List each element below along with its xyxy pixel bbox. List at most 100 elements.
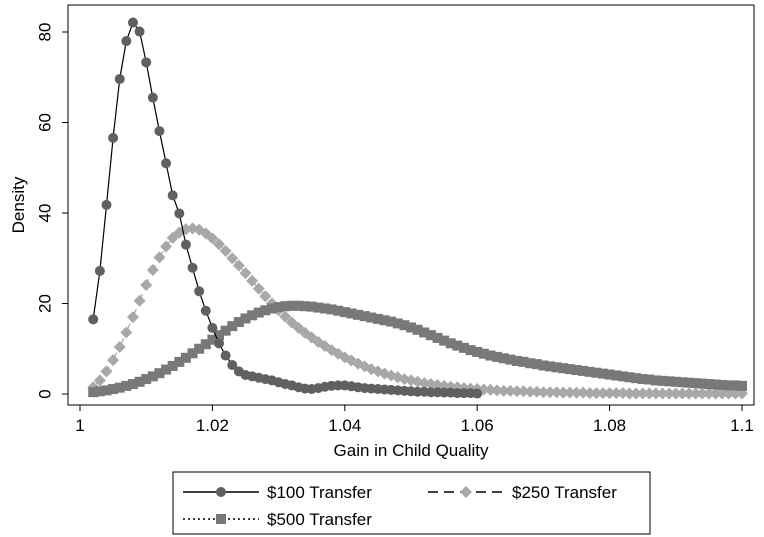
data-point bbox=[677, 377, 688, 388]
data-point bbox=[319, 303, 330, 314]
data-point bbox=[293, 300, 304, 311]
data-point bbox=[531, 359, 542, 370]
plot-area-frame bbox=[67, 4, 755, 406]
data-point bbox=[220, 350, 231, 361]
data-point bbox=[722, 387, 735, 400]
data-point bbox=[458, 342, 469, 353]
data-point bbox=[419, 327, 430, 338]
data-point bbox=[650, 375, 661, 386]
data-point bbox=[663, 387, 676, 400]
data-point bbox=[108, 384, 119, 395]
data-point bbox=[134, 376, 145, 387]
legend-label: $500 Transfer bbox=[267, 510, 372, 529]
data-point bbox=[154, 368, 165, 379]
data-point bbox=[386, 316, 397, 327]
data-point bbox=[690, 378, 701, 389]
data-point bbox=[300, 301, 311, 312]
data-point bbox=[439, 335, 450, 346]
data-point bbox=[570, 386, 583, 399]
data-point bbox=[273, 302, 284, 313]
data-point bbox=[511, 355, 522, 366]
data-point bbox=[346, 308, 357, 319]
legend-item: $100 Transfer bbox=[183, 483, 372, 502]
data-point bbox=[214, 330, 225, 341]
data-point bbox=[578, 365, 589, 376]
data-point bbox=[187, 348, 198, 359]
x-tick-label: 1.06 bbox=[461, 416, 494, 435]
legend-box bbox=[172, 471, 651, 535]
data-point bbox=[538, 360, 549, 371]
data-point bbox=[716, 387, 729, 400]
data-point bbox=[498, 353, 509, 364]
data-point bbox=[590, 387, 603, 400]
data-point bbox=[730, 380, 741, 391]
data-point bbox=[643, 387, 656, 400]
data-point bbox=[683, 387, 696, 400]
data-point bbox=[497, 384, 510, 397]
data-point bbox=[510, 385, 523, 398]
data-point bbox=[591, 367, 602, 378]
data-point bbox=[709, 387, 722, 400]
data-point bbox=[161, 364, 172, 375]
data-point bbox=[670, 376, 681, 387]
data-point bbox=[246, 274, 259, 287]
data-point bbox=[121, 380, 132, 391]
data-point bbox=[617, 371, 628, 382]
data-point bbox=[696, 387, 709, 400]
series-layer bbox=[87, 17, 748, 400]
data-point bbox=[392, 318, 403, 329]
data-point bbox=[703, 379, 714, 390]
data-point bbox=[571, 365, 582, 376]
data-point bbox=[717, 379, 728, 390]
data-point bbox=[266, 303, 277, 314]
data-point bbox=[146, 264, 159, 277]
data-point bbox=[207, 322, 218, 333]
data-point bbox=[114, 74, 125, 85]
data-point bbox=[161, 158, 172, 169]
data-point bbox=[406, 322, 416, 333]
data-point bbox=[286, 300, 297, 311]
data-point bbox=[563, 386, 576, 399]
data-point bbox=[174, 208, 185, 219]
data-point bbox=[220, 325, 231, 336]
data-point bbox=[637, 374, 648, 385]
data-point bbox=[180, 352, 191, 363]
data-point bbox=[160, 240, 173, 253]
data-point bbox=[577, 386, 590, 399]
data-point bbox=[472, 388, 483, 399]
legend-marker bbox=[216, 514, 226, 524]
data-point bbox=[657, 375, 668, 386]
y-tick-label: 40 bbox=[35, 204, 54, 223]
data-point bbox=[610, 387, 623, 400]
data-point bbox=[372, 313, 383, 324]
legend-item: $250 Transfer bbox=[428, 483, 617, 502]
legend-label: $250 Transfer bbox=[512, 483, 617, 502]
y-tick-label: 20 bbox=[35, 294, 54, 313]
data-point bbox=[114, 382, 125, 393]
y-tick-label: 0 bbox=[35, 389, 54, 398]
data-point bbox=[710, 379, 721, 390]
data-point bbox=[126, 311, 139, 324]
legend-marker bbox=[216, 487, 226, 497]
data-point bbox=[603, 387, 616, 400]
data-point bbox=[313, 302, 324, 313]
data-point bbox=[134, 26, 145, 37]
data-point bbox=[101, 199, 112, 210]
data-point bbox=[530, 385, 543, 398]
data-point bbox=[200, 305, 211, 316]
data-point bbox=[127, 17, 138, 28]
data-point bbox=[233, 317, 244, 328]
data-point bbox=[121, 36, 132, 47]
data-point bbox=[432, 332, 443, 343]
data-point bbox=[200, 339, 211, 350]
data-point bbox=[232, 259, 245, 272]
data-point bbox=[583, 387, 596, 400]
data-point bbox=[187, 262, 198, 273]
y-tick-label: 60 bbox=[35, 113, 54, 132]
data-point bbox=[94, 265, 105, 276]
data-point bbox=[737, 380, 747, 391]
data-point bbox=[166, 231, 179, 244]
data-point bbox=[280, 301, 291, 312]
data-point bbox=[702, 387, 715, 400]
data-point bbox=[141, 57, 152, 68]
